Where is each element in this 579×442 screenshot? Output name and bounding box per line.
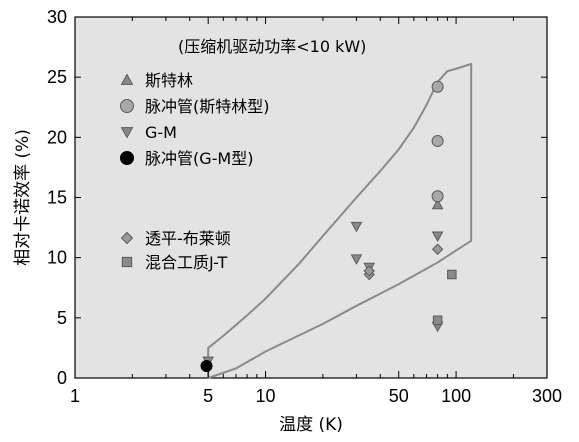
- data-point: [432, 315, 443, 325]
- x-tick-label: 50: [389, 386, 409, 406]
- data-point: [200, 359, 213, 372]
- annotation-text: (压缩机驱动功率<10 kW): [178, 37, 366, 56]
- y-tick-label: 15: [47, 188, 67, 208]
- y-tick-label: 0: [57, 368, 67, 388]
- legend-marker: [120, 151, 134, 165]
- y-tick-label: 30: [47, 7, 67, 27]
- data-point: [431, 243, 444, 255]
- data-point: [431, 80, 444, 93]
- y-tick-label: 20: [47, 127, 67, 147]
- legend-marker: [121, 256, 133, 268]
- y-tick-label: 10: [47, 248, 67, 268]
- data-point: [431, 198, 444, 210]
- data-point: [431, 134, 444, 147]
- x-tick-label: 300: [532, 386, 562, 406]
- data-point: [447, 269, 457, 280]
- legend-label: G-M: [145, 123, 177, 142]
- data-point: [363, 265, 375, 277]
- legend-label: 混合工质J-T: [145, 253, 227, 272]
- data-point: [350, 221, 363, 233]
- legend-marker: [120, 231, 134, 245]
- plot-area: [74, 16, 548, 379]
- x-tick-label: 1: [70, 386, 80, 406]
- y-tick-label: 5: [57, 308, 67, 328]
- points-layer: [200, 80, 457, 372]
- data-point: [431, 231, 444, 243]
- legend-label: 脉冲管(斯特林型): [145, 97, 270, 116]
- x-tick-label: 100: [441, 386, 471, 406]
- legend-marker: [120, 73, 134, 85]
- x-tick-label: 10: [256, 386, 276, 406]
- legend-marker: [120, 99, 134, 113]
- data-point: [350, 254, 363, 265]
- envelope-layer: [207, 62, 473, 379]
- legend-marker: [120, 127, 134, 139]
- y-tick-label: 25: [47, 67, 67, 87]
- legend-label: 脉冲管(G-M型): [145, 149, 253, 168]
- data-point: [431, 190, 444, 203]
- y-axis-title: 相对卡诺效率 (%): [13, 129, 33, 266]
- legend-label: 透平-布莱顿: [145, 229, 231, 248]
- efficiency-envelope: [207, 62, 473, 379]
- x-tick-label: 5: [203, 386, 213, 406]
- x-axis-title: 温度 (K): [279, 415, 343, 435]
- legend-label: 斯特林: [145, 71, 193, 90]
